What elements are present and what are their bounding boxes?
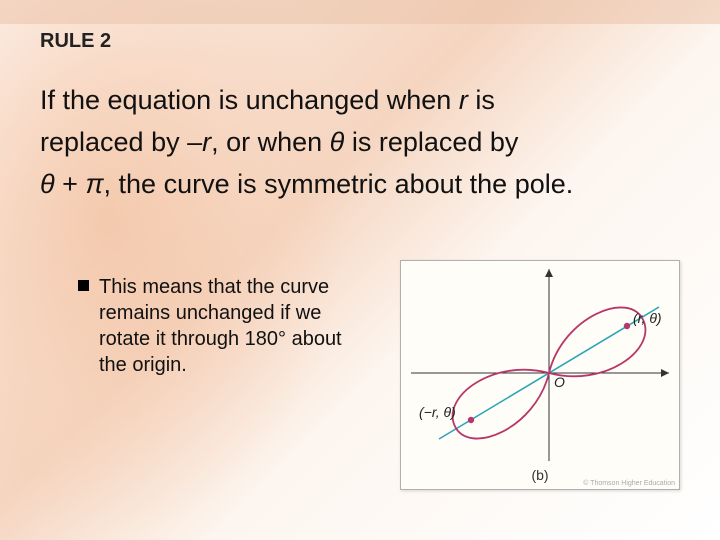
point-positive <box>624 323 630 329</box>
point-negative <box>468 417 474 423</box>
figure-credit: © Thomson Higher Education <box>583 480 675 487</box>
label-positive: (r, θ) <box>633 310 662 326</box>
body-line2-a: replaced by – <box>40 127 202 157</box>
label-origin: O <box>554 374 565 390</box>
top-stripe <box>0 0 720 24</box>
body-line2-c: is replaced by <box>344 127 518 157</box>
bullet-block: This means that the curve remains unchan… <box>78 274 368 378</box>
y-axis-arrow-icon <box>545 269 553 277</box>
label-negative: (−r, θ) <box>419 404 456 420</box>
bullet-text: This means that the curve remains unchan… <box>99 274 368 378</box>
figure-svg: (r, θ) (−r, θ) O <box>401 261 679 466</box>
body-line3-theta: θ <box>40 169 55 199</box>
rule-header: RULE 2 <box>40 30 111 53</box>
figure-frame: (r, θ) (−r, θ) O (b) © Thomson Higher Ed… <box>400 260 680 490</box>
body-line3-a: + <box>55 169 86 199</box>
rule-body: If the equation is unchanged when r is r… <box>40 80 680 206</box>
body-line1-r: r <box>459 85 468 115</box>
body-line3-b: , the curve is symmetric about the pole. <box>104 169 574 199</box>
body-line1-a: If the equation is unchanged when <box>40 85 459 115</box>
body-line3-pi: π <box>85 169 103 199</box>
body-line2-theta: θ <box>330 127 345 157</box>
x-axis-arrow-icon <box>661 369 669 377</box>
body-line2-r: r <box>202 127 211 157</box>
bullet-square-icon <box>78 280 89 291</box>
body-line1-b: is <box>468 85 495 115</box>
body-line2-b: , or when <box>211 127 330 157</box>
